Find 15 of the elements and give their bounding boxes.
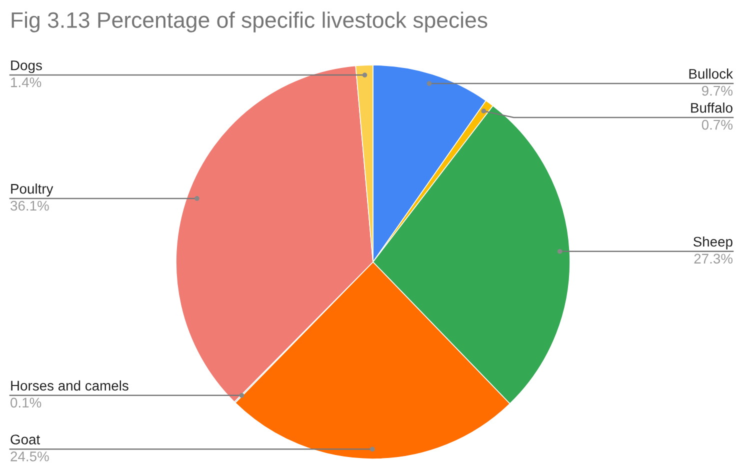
data-label: 36.1% xyxy=(10,200,49,211)
slice-label: Horses and camels xyxy=(11,380,128,391)
slice-label: Sheep xyxy=(693,236,732,250)
slice-label: Poultry xyxy=(11,184,54,196)
chart-title: Fig 3.13 Percentage of specific livestock species xyxy=(12,12,488,32)
data-label: 24.5% xyxy=(10,452,49,462)
slice-label: Goat xyxy=(10,434,40,444)
slice-label: Dogs xyxy=(11,60,42,74)
data-label: 9.7% xyxy=(702,86,733,96)
data-label: 1.4% xyxy=(11,77,42,88)
data-label: 0.7% xyxy=(702,120,733,130)
data-label: 27.3% xyxy=(694,254,733,264)
slice-label: Bullock xyxy=(689,68,734,79)
data-label: 0.1% xyxy=(10,398,42,408)
slice-label: Buffalo xyxy=(691,102,732,113)
